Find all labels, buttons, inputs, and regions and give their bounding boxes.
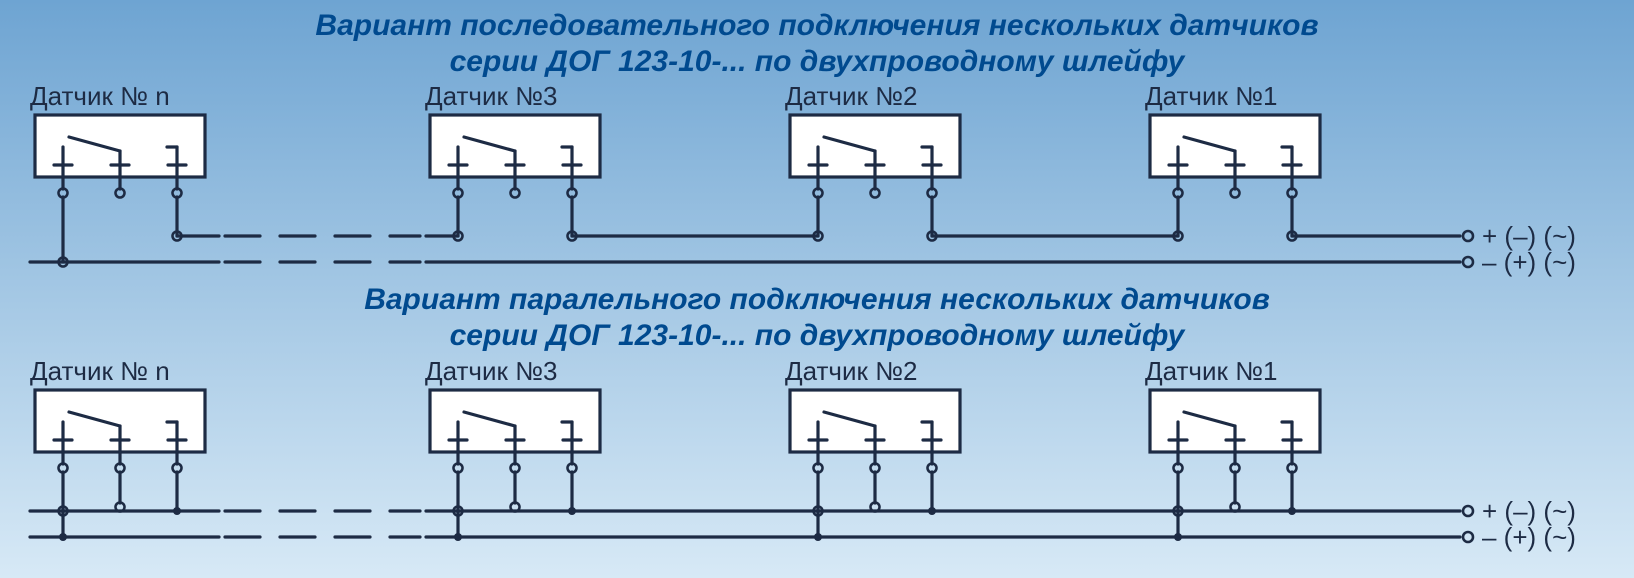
svg-text:– (+) (~): – (+) (~) (1482, 522, 1576, 552)
svg-text:Датчик №1: Датчик №1 (1145, 81, 1277, 111)
series-group: Датчик № nДатчик №3Датчик №2Датчик №1+ (… (30, 81, 1576, 277)
svg-text:Датчик №2: Датчик №2 (785, 356, 917, 386)
svg-text:Датчик №3: Датчик №3 (425, 81, 557, 111)
svg-text:Датчик №2: Датчик №2 (785, 81, 917, 111)
svg-text:Датчик №3: Датчик №3 (425, 356, 557, 386)
svg-text:Датчик № n: Датчик № n (30, 356, 170, 386)
svg-text:– (+) (~): – (+) (~) (1482, 247, 1576, 277)
parallel-group: Датчик № nДатчик №3Датчик №2Датчик №1+ (… (30, 356, 1576, 552)
diagram-root: Вариант последовательного подключения не… (0, 0, 1634, 578)
svg-text:Датчик № n: Датчик № n (30, 81, 170, 111)
schematic-svg: Датчик № nДатчик №3Датчик №2Датчик №1+ (… (0, 0, 1634, 578)
svg-text:Датчик №1: Датчик №1 (1145, 356, 1277, 386)
